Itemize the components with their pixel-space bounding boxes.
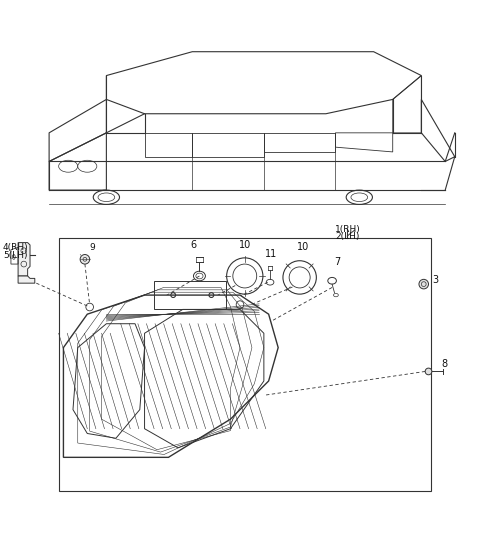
Text: 1(RH): 1(RH) — [336, 225, 361, 233]
Text: 5(LH): 5(LH) — [3, 251, 27, 260]
Text: 9: 9 — [90, 243, 96, 252]
Circle shape — [425, 368, 432, 375]
Circle shape — [419, 279, 429, 289]
Text: 10: 10 — [239, 240, 252, 250]
Text: 4(RH): 4(RH) — [3, 243, 28, 252]
Text: 11: 11 — [265, 248, 277, 258]
Bar — [59, 238, 431, 491]
Polygon shape — [18, 242, 30, 276]
Bar — [154, 281, 226, 310]
Polygon shape — [18, 276, 35, 283]
Text: 2(LH): 2(LH) — [336, 232, 360, 241]
Text: 3: 3 — [432, 275, 438, 285]
Text: 8: 8 — [442, 359, 448, 369]
Text: 10: 10 — [297, 242, 310, 252]
Polygon shape — [63, 295, 278, 458]
Text: 7: 7 — [335, 257, 341, 267]
Text: 6: 6 — [190, 240, 196, 250]
Circle shape — [80, 254, 90, 264]
